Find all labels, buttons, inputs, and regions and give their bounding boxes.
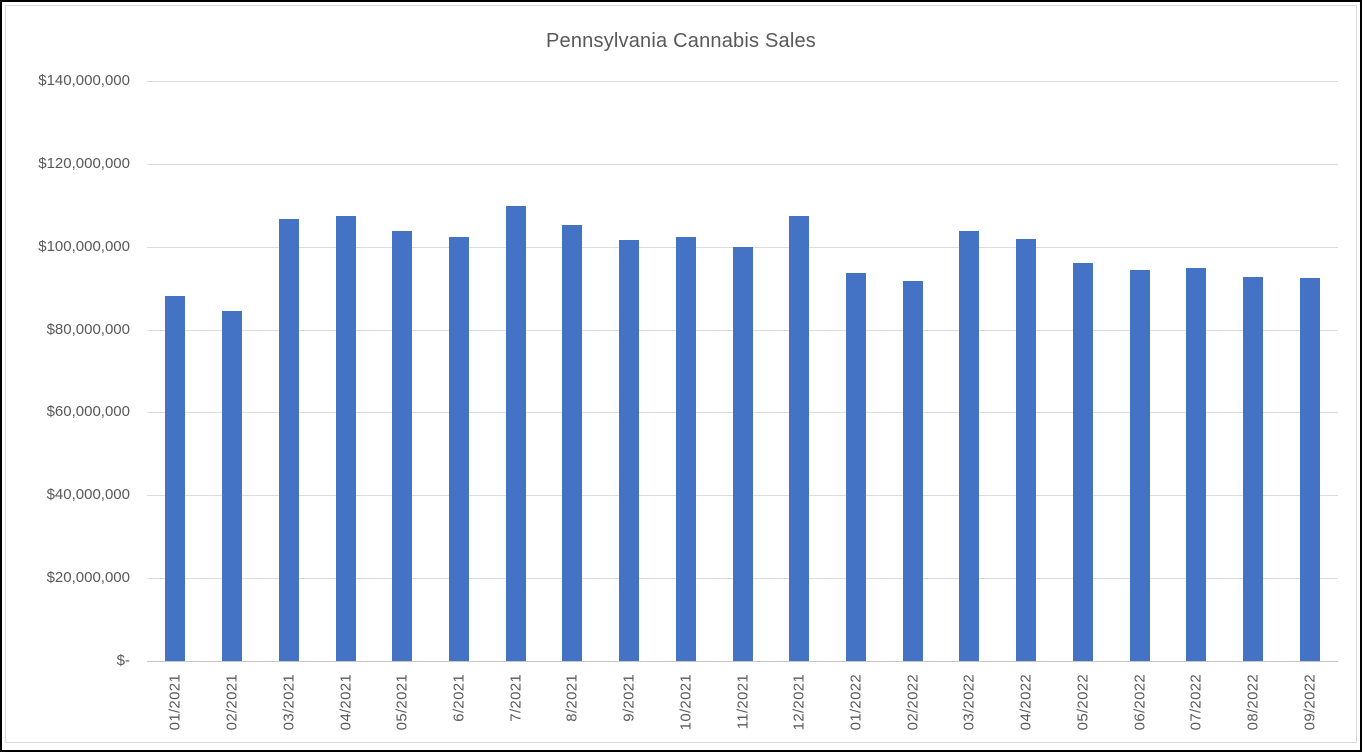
- x-axis-label: 12/2021: [790, 674, 808, 731]
- x-axis-line: [147, 661, 1338, 662]
- x-axis-label: 04/2021: [337, 674, 354, 731]
- x-axis-label: 04/2022: [1017, 674, 1035, 731]
- bar-07/2022: [1186, 267, 1207, 661]
- bar-03/2021: [278, 218, 299, 661]
- x-axis-label: 03/2021: [280, 674, 298, 731]
- x-axis-label: 01/2021: [166, 674, 184, 731]
- plot-area: [147, 81, 1338, 662]
- x-axis-label: 01/2022: [847, 674, 865, 731]
- x-axis-label: 6/2021: [450, 674, 468, 722]
- bar-04/2022: [1016, 239, 1037, 661]
- gridline: [147, 81, 1338, 82]
- bar-03/2022: [959, 230, 980, 661]
- bar-9/2021: [619, 239, 640, 661]
- x-axis-label: 10/2021: [677, 674, 695, 731]
- chart-frame-border: [5, 5, 1357, 743]
- bar-11/2021: [732, 246, 753, 661]
- gridline: [147, 163, 1338, 165]
- x-axis-label: 05/2021: [393, 674, 411, 731]
- bar-02/2022: [902, 281, 923, 661]
- bar-01/2021: [165, 295, 186, 661]
- bar-01/2022: [845, 273, 866, 661]
- bar-7/2021: [505, 205, 526, 661]
- bar-04/2021: [335, 215, 356, 661]
- x-axis-label: 06/2022: [1131, 674, 1148, 731]
- chart-title: Pennsylvania Cannabis Sales: [545, 30, 816, 52]
- x-axis-label: 09/2022: [1301, 674, 1319, 731]
- bar-8/2021: [562, 225, 583, 661]
- y-axis-label: $80,000,000: [46, 320, 130, 338]
- bar-02/2021: [222, 310, 243, 661]
- y-axis-label: $40,000,000: [46, 486, 130, 504]
- x-axis-label: 02/2021: [223, 674, 241, 731]
- bar-12/2021: [789, 216, 810, 661]
- bar-09/2022: [1299, 278, 1320, 661]
- x-axis-label: 7/2021: [507, 674, 525, 722]
- y-axis-label: $20,000,000: [46, 569, 130, 587]
- bar-6/2021: [448, 237, 469, 661]
- bar-10/2021: [675, 237, 696, 661]
- x-axis-label: 05/2022: [1074, 674, 1092, 731]
- x-axis-label: 9/2021: [620, 674, 638, 722]
- y-axis-label: $100,000,000: [38, 237, 130, 255]
- bar-05/2021: [392, 230, 413, 661]
- y-axis-label: $140,000,000: [38, 72, 130, 89]
- bar-06/2022: [1129, 270, 1150, 661]
- x-axis-label: 02/2022: [904, 674, 922, 731]
- bar-05/2022: [1072, 263, 1093, 661]
- y-axis-label: $-: [116, 652, 130, 669]
- x-axis-label: 03/2022: [960, 674, 978, 731]
- x-axis-label: 11/2021: [734, 674, 751, 730]
- y-axis-label: $60,000,000: [46, 403, 130, 421]
- bar-08/2022: [1242, 276, 1263, 661]
- x-axis-label: 07/2022: [1187, 674, 1205, 731]
- x-axis-label: 8/2021: [563, 674, 581, 722]
- x-axis-label: 08/2022: [1244, 674, 1262, 731]
- y-axis-label: $120,000,000: [38, 154, 130, 172]
